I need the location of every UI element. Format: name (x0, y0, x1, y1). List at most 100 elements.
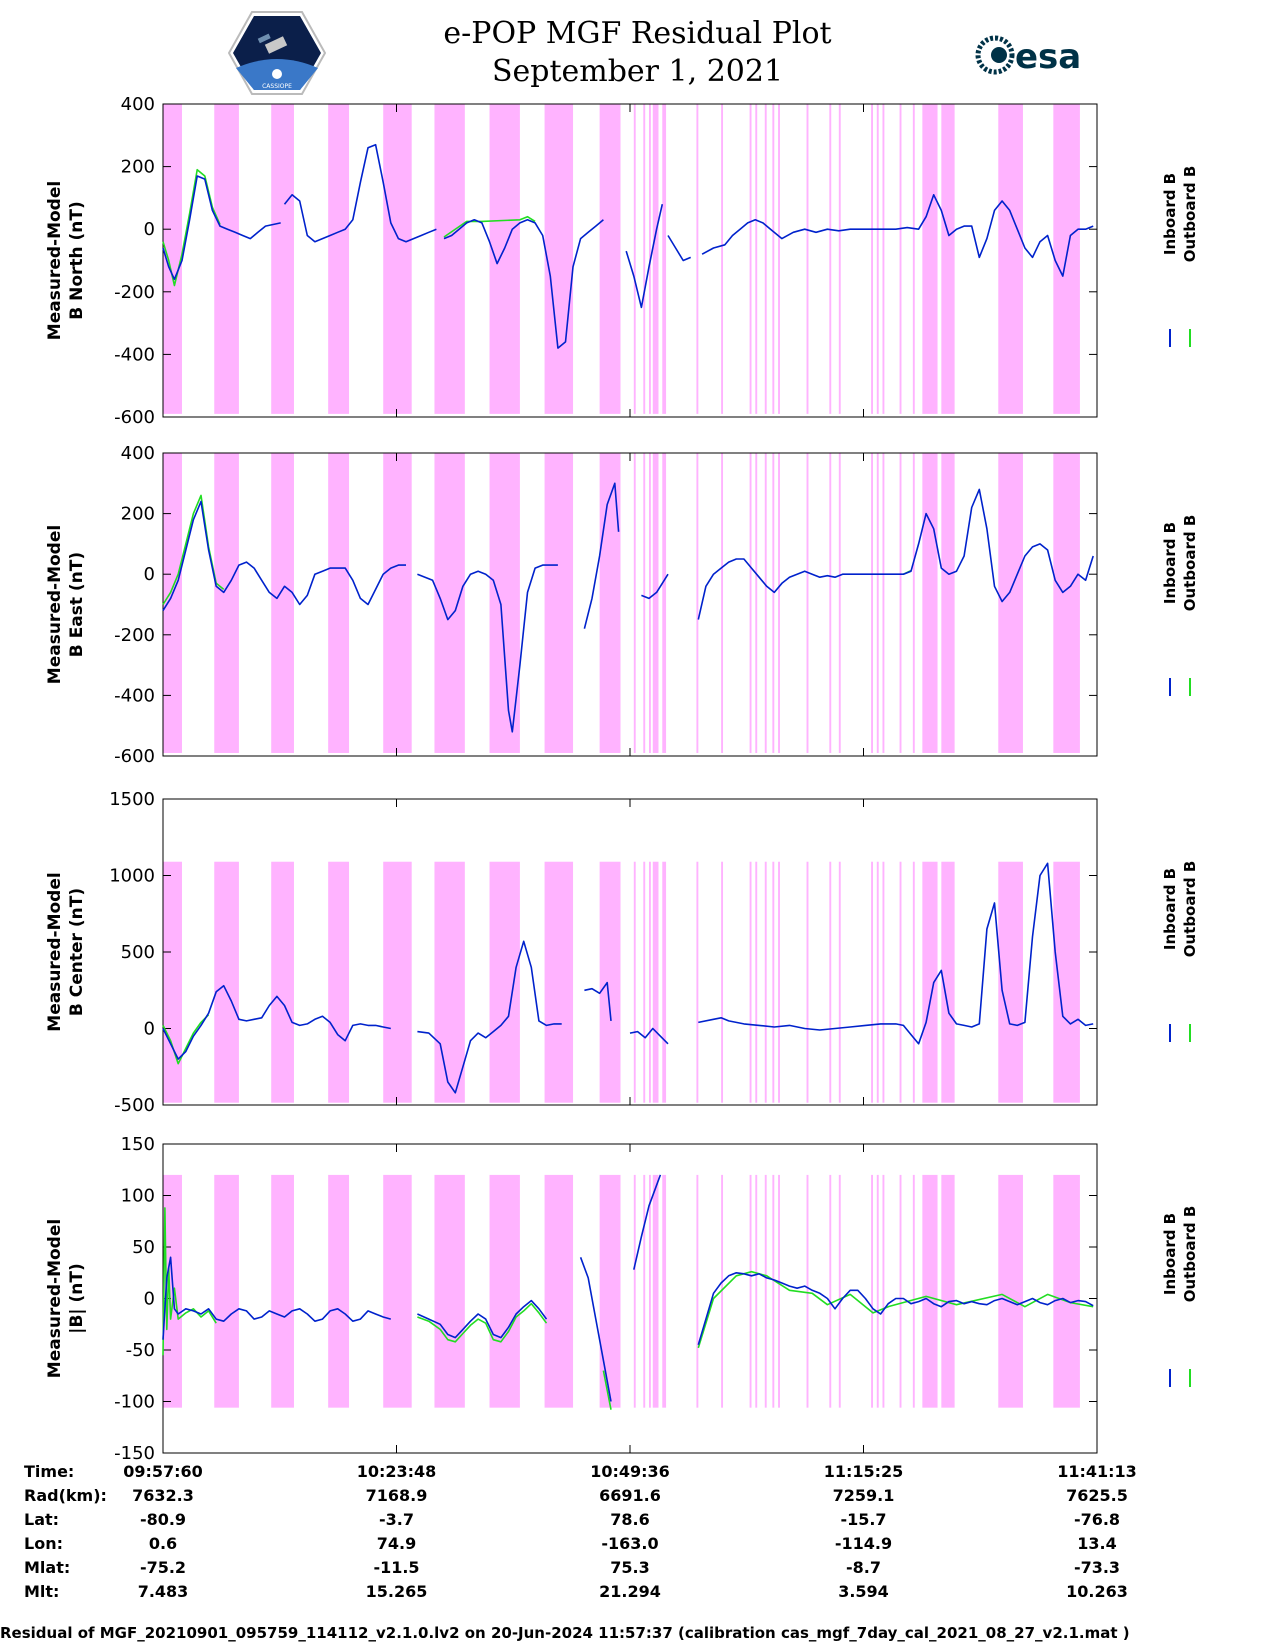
table-cell: -3.7 (379, 1510, 414, 1529)
table-cell: -15.7 (840, 1510, 887, 1529)
shade-band (749, 861, 752, 1103)
shade-band (383, 861, 412, 1103)
y-tick-label: -200 (114, 625, 155, 646)
shade-band (772, 861, 775, 1103)
y-tick-label: -600 (114, 407, 155, 428)
shade-band (922, 1174, 938, 1408)
table-cell: 7168.9 (365, 1486, 428, 1505)
panel-1: 400 200 0 -200 -400 -600 Measured-Model B North… (45, 94, 1199, 428)
shade-band (696, 1174, 699, 1408)
shade-band (648, 453, 651, 753)
shade-band (764, 1174, 767, 1408)
shade-band (648, 1174, 651, 1408)
y-tick-label: 50 (132, 1237, 155, 1258)
shade-band (214, 104, 239, 414)
shade-band (633, 104, 636, 414)
inboard-line (584, 981, 612, 1021)
shade-band (489, 1174, 520, 1408)
table-cell: -75.2 (139, 1558, 187, 1577)
shade-band (599, 861, 621, 1103)
shade-band (876, 453, 879, 753)
shade-band (328, 453, 350, 753)
shade-band (633, 1174, 636, 1408)
shade-band (941, 1174, 955, 1408)
y-axis-label: Measured-Model (45, 525, 65, 684)
outboard-line (162, 1014, 210, 1065)
shade-band (544, 861, 574, 1103)
table-cell: 13.4 (1077, 1534, 1117, 1553)
shade-band (163, 104, 182, 414)
legend-outboard: Outboard B (1181, 166, 1199, 263)
outboard-line (602, 1370, 612, 1410)
shade-band (871, 1174, 873, 1408)
shade-band (829, 104, 832, 414)
shade-band (778, 104, 780, 414)
shade-band (829, 861, 832, 1103)
table-cell: 78.6 (610, 1510, 650, 1529)
inboard-line (443, 219, 604, 349)
table-cell: -73.3 (1073, 1558, 1121, 1577)
table-cell: -8.7 (846, 1558, 881, 1577)
y-tick-label: 200 (121, 504, 155, 525)
y-axis-label: Measured-Model (45, 1219, 65, 1378)
legend-inboard: Inboard B (1161, 1213, 1179, 1295)
shade-band (696, 453, 699, 753)
shade-band (434, 1174, 465, 1408)
inboard-line (579, 1257, 612, 1402)
inboard-line (162, 1256, 392, 1340)
shade-band (662, 453, 667, 753)
shade-band (764, 104, 767, 414)
shade-band (998, 453, 1023, 753)
shade-band (696, 861, 699, 1103)
shade-band (271, 1174, 294, 1408)
shade-band (829, 1174, 832, 1408)
panel-3: 1500 1000 500 0 -500 Measured-Model B Center (… (45, 789, 1199, 1116)
shade-band (772, 453, 775, 753)
y-tick-label: 0 (144, 1289, 155, 1310)
shade-band (998, 1174, 1023, 1408)
inboard-line (162, 984, 391, 1060)
shade-band (998, 861, 1023, 1103)
shade-band (912, 861, 915, 1103)
shade-band (882, 1174, 885, 1408)
inboard-line (697, 1272, 1094, 1346)
shade-band (838, 104, 841, 414)
shade-band (772, 1174, 775, 1408)
shade-band (755, 861, 758, 1103)
shade-band (922, 453, 938, 753)
shade-band (652, 1174, 659, 1408)
shade-band (544, 104, 574, 414)
y-tick-label: 1500 (109, 789, 155, 810)
shade-band (544, 1174, 574, 1408)
y-axis-unit-label: |B| (nT) (67, 1263, 87, 1334)
table-cell: 11:15:25 (823, 1462, 904, 1481)
shade-band (328, 104, 350, 414)
shade-band (899, 453, 902, 753)
shade-band (721, 861, 724, 1103)
shade-band (755, 453, 758, 753)
table-cell: 15.265 (365, 1582, 428, 1601)
shade-band (643, 1174, 646, 1408)
outboard-line (697, 1270, 1094, 1349)
shade-band (328, 1174, 350, 1408)
shade-band (662, 104, 667, 414)
y-tick-label: 0 (144, 564, 155, 585)
shade-band (489, 104, 520, 414)
shade-band (271, 453, 294, 753)
inboard-line (162, 175, 281, 281)
legend-inboard: Inboard B (1161, 173, 1179, 255)
plot-frame (162, 452, 1098, 757)
table-cell: 21.294 (599, 1582, 661, 1601)
inboard-line (417, 564, 558, 733)
legend-inboard: Inboard B (1161, 868, 1179, 950)
plot-frame (162, 1143, 1098, 1454)
inboard-line (625, 204, 664, 309)
shade-band (876, 1174, 879, 1408)
plot-date: September 1, 2021 (491, 54, 784, 89)
shade-band (871, 104, 873, 414)
shade-band (876, 861, 879, 1103)
y-tick-label: -200 (114, 282, 155, 303)
shade-band (383, 1174, 412, 1408)
y-axis-label: Measured-Model (45, 872, 65, 1031)
legend-outboard: Outboard B (1181, 1206, 1199, 1303)
